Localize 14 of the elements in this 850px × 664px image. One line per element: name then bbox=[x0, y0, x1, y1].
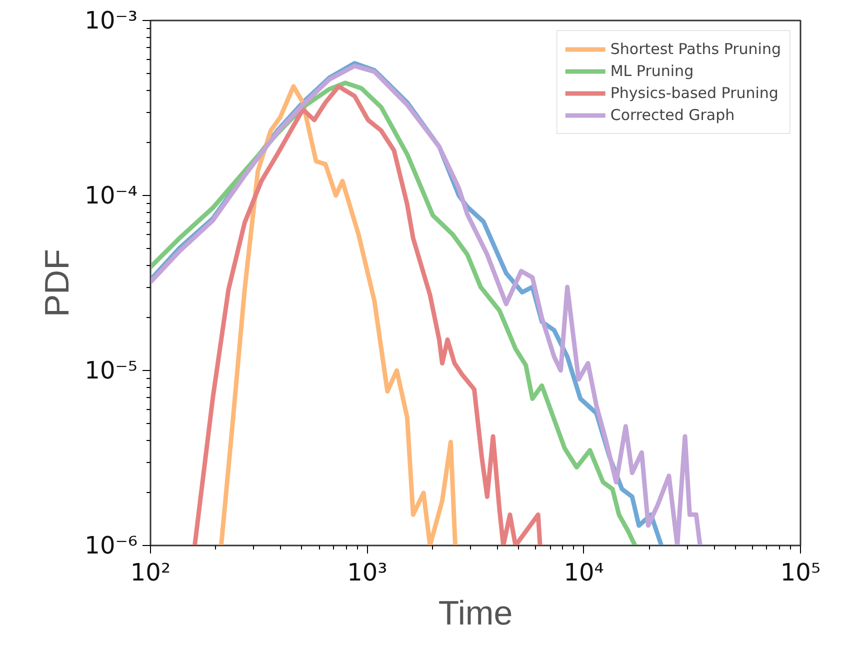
legend-label: ML Pruning bbox=[610, 62, 694, 80]
y-tick-label: 10⁻⁴ bbox=[84, 182, 138, 210]
legend-label: Physics-based Pruning bbox=[610, 84, 778, 102]
x-tick-label: 10⁵ bbox=[780, 558, 821, 586]
x-tick-label: 10² bbox=[130, 558, 171, 586]
legend-label: Corrected Graph bbox=[610, 106, 735, 124]
y-tick-label: 10⁻⁶ bbox=[84, 532, 138, 560]
x-tick-label: 10⁴ bbox=[564, 558, 604, 586]
legend-label: Shortest Paths Pruning bbox=[610, 40, 781, 58]
y-axis-title: PDF bbox=[38, 249, 77, 317]
x-axis-title: Time bbox=[438, 594, 513, 632]
y-tick-label: 10⁻³ bbox=[84, 6, 138, 34]
x-tick-label: 10³ bbox=[347, 558, 388, 586]
y-tick-label: 10⁻⁵ bbox=[84, 356, 138, 384]
